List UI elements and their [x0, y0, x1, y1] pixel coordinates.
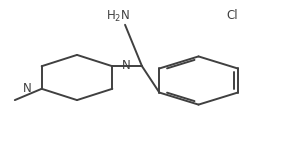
- Text: H$_2$N: H$_2$N: [106, 9, 130, 24]
- Text: N: N: [122, 59, 131, 72]
- Text: N: N: [22, 82, 31, 95]
- Text: Cl: Cl: [227, 9, 238, 22]
